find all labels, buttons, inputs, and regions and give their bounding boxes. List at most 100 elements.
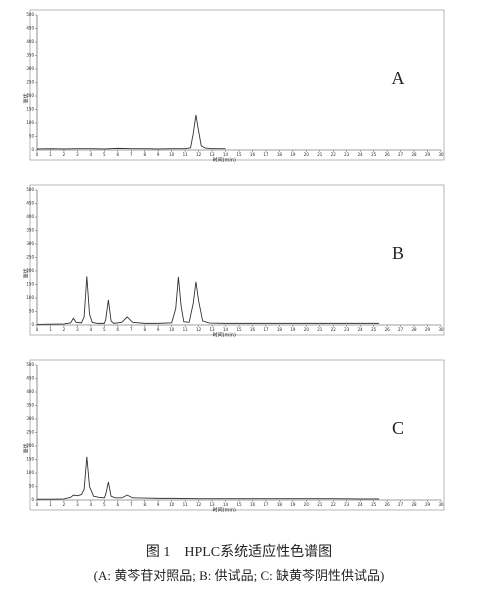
- x-tick-label: 26: [385, 502, 391, 507]
- y-tick-label: 250: [26, 255, 34, 260]
- x-tick-label: 11: [183, 152, 189, 157]
- x-tick-label: 13: [210, 327, 216, 332]
- x-tick-label: 14: [223, 502, 229, 507]
- x-tick-label: 27: [398, 502, 404, 507]
- x-tick-label: 3: [76, 152, 79, 157]
- x-tick-label: 10: [169, 502, 175, 507]
- x-tick-label: 1: [49, 327, 52, 332]
- y-tick-label: 150: [26, 107, 34, 112]
- x-tick-label: 28: [412, 502, 418, 507]
- x-tick-label: 26: [385, 327, 391, 332]
- chromatogram-line: [36, 276, 380, 325]
- x-tick-label: 24: [358, 502, 364, 507]
- x-tick-label: 12: [196, 152, 202, 157]
- x-tick-label: 8: [143, 327, 146, 332]
- x-tick-label: 5: [103, 327, 106, 332]
- y-tick-label: 0: [31, 322, 34, 327]
- x-tick-label: 24: [358, 327, 364, 332]
- y-tick-label: 250: [26, 80, 34, 85]
- chromatogram-line: [37, 456, 380, 500]
- x-tick-label: 25: [371, 327, 377, 332]
- x-tick-label: 25: [371, 152, 377, 157]
- y-tick-label: 0: [31, 497, 34, 502]
- y-tick-label: 500: [26, 12, 34, 17]
- x-tick-label: 4: [90, 502, 93, 507]
- y-tick-label: 0: [31, 147, 34, 152]
- y-tick-label: 100: [26, 120, 34, 125]
- x-tick-label: 25: [371, 502, 377, 507]
- x-tick-label: 18: [277, 327, 283, 332]
- y-tick-label: 100: [26, 295, 34, 300]
- y-axis-label: 毫伏: [23, 93, 30, 103]
- x-tick-label: 23: [344, 327, 350, 332]
- x-tick-label: 30: [438, 502, 444, 507]
- x-tick-label: 21: [317, 327, 323, 332]
- x-tick-label: 29: [425, 152, 431, 157]
- x-tick-label: 9: [157, 152, 160, 157]
- x-tick-label: 14: [223, 327, 229, 332]
- y-tick-label: 450: [26, 26, 34, 31]
- x-tick-label: 17: [263, 327, 269, 332]
- y-tick-label: 300: [26, 66, 34, 71]
- x-tick-label: 29: [425, 502, 431, 507]
- y-tick-label: 50: [29, 484, 35, 489]
- x-tick-label: 7: [130, 502, 133, 507]
- x-tick-label: 19: [290, 327, 296, 332]
- x-tick-label: 29: [425, 327, 431, 332]
- x-tick-label: 3: [76, 327, 79, 332]
- x-tick-label: 2: [63, 152, 66, 157]
- y-tick-label: 100: [26, 470, 34, 475]
- x-tick-label: 23: [344, 152, 350, 157]
- y-tick-label: 200: [26, 268, 34, 273]
- y-tick-label: 50: [29, 309, 35, 314]
- x-axis-label: 时间(min): [213, 157, 236, 164]
- x-tick-label: 21: [317, 152, 323, 157]
- x-tick-label: 8: [143, 502, 146, 507]
- x-tick-label: 15: [236, 502, 242, 507]
- x-tick-label: 2: [63, 502, 66, 507]
- x-tick-label: 7: [130, 327, 133, 332]
- x-tick-label: 6: [117, 152, 120, 157]
- x-tick-label: 1: [49, 502, 52, 507]
- x-tick-label: 26: [385, 152, 391, 157]
- x-tick-label: 19: [290, 152, 296, 157]
- x-tick-label: 30: [438, 327, 444, 332]
- x-tick-label: 13: [210, 152, 216, 157]
- y-tick-label: 250: [26, 430, 34, 435]
- x-tick-label: 2: [63, 327, 66, 332]
- y-tick-label: 150: [26, 282, 34, 287]
- x-tick-label: 0: [36, 152, 39, 157]
- y-tick-label: 200: [26, 443, 34, 448]
- y-tick-label: 450: [26, 201, 34, 206]
- x-tick-label: 1: [49, 152, 52, 157]
- y-tick-label: 500: [26, 187, 34, 192]
- x-tick-label: 6: [117, 327, 120, 332]
- x-tick-label: 30: [438, 152, 444, 157]
- y-tick-label: 400: [26, 389, 34, 394]
- x-tick-label: 14: [223, 152, 229, 157]
- x-axis-label: 时间(min): [213, 507, 236, 514]
- x-tick-label: 20: [304, 327, 310, 332]
- x-tick-label: 28: [412, 327, 418, 332]
- x-tick-label: 22: [331, 502, 337, 507]
- y-tick-label: 400: [26, 214, 34, 219]
- x-tick-label: 4: [90, 327, 93, 332]
- y-tick-label: 350: [26, 228, 34, 233]
- y-tick-label: 300: [26, 416, 34, 421]
- x-tick-label: 0: [36, 502, 39, 507]
- y-tick-label: 350: [26, 403, 34, 408]
- x-tick-label: 18: [277, 502, 283, 507]
- x-tick-label: 27: [398, 152, 404, 157]
- caption-subtitle: (A: 黄芩苷对照品; B: 供试品; C: 缺黄芩阴性供试品): [94, 568, 385, 583]
- x-tick-label: 22: [331, 327, 337, 332]
- x-tick-label: 13: [210, 502, 216, 507]
- y-tick-label: 300: [26, 241, 34, 246]
- y-tick-label: 150: [26, 457, 34, 462]
- y-axis-label: 毫伏: [23, 443, 30, 453]
- x-tick-label: 8: [143, 152, 146, 157]
- x-tick-label: 28: [412, 152, 418, 157]
- x-axis-label: 时间(min): [213, 332, 236, 339]
- y-tick-label: 450: [26, 376, 34, 381]
- x-tick-label: 9: [157, 502, 160, 507]
- x-tick-label: 16: [250, 327, 256, 332]
